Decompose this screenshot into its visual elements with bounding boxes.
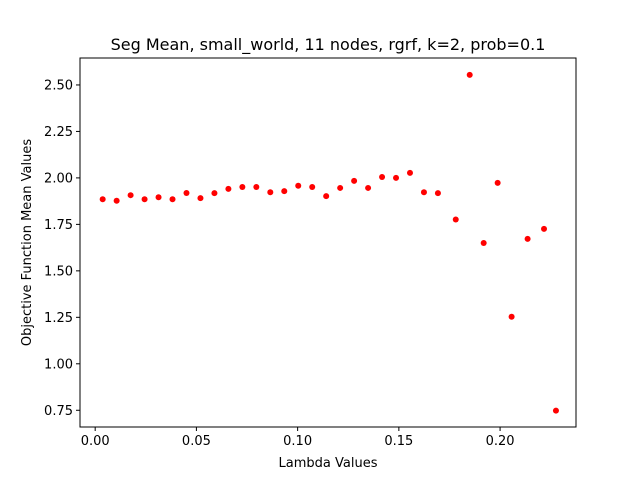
x-tick-label: 0.20 — [486, 434, 515, 449]
y-tick-label: 1.00 — [44, 357, 73, 372]
plot-area-frame — [79, 57, 577, 428]
x-tick-label: 0.05 — [182, 434, 211, 449]
x-tick-label: 0.15 — [384, 434, 413, 449]
data-point — [420, 189, 427, 196]
data-point — [466, 71, 473, 78]
chart-title: Seg Mean, small_world, 11 nodes, rgrf, k… — [111, 35, 546, 55]
data-point — [197, 195, 204, 202]
data-point — [323, 193, 330, 200]
data-point — [127, 192, 134, 199]
data-point — [183, 189, 190, 196]
data-point — [351, 177, 358, 184]
data-point — [211, 190, 218, 197]
data-point — [253, 184, 260, 191]
data-point — [552, 407, 559, 414]
y-axis-label: Objective Function Mean Values — [20, 139, 35, 346]
y-tick-label: 2.00 — [44, 171, 73, 186]
y-tick-label: 1.25 — [44, 311, 73, 326]
data-point — [365, 184, 372, 191]
y-tick-label: 0.75 — [44, 404, 73, 419]
y-tick-label: 2.25 — [44, 125, 73, 140]
y-tick-label: 1.50 — [44, 264, 73, 279]
y-tick-label: 1.75 — [44, 218, 73, 233]
data-point — [99, 196, 106, 203]
data-point — [169, 196, 176, 203]
data-point — [113, 197, 120, 204]
y-tick-label: 2.50 — [44, 78, 73, 93]
data-point — [141, 196, 148, 203]
data-point — [309, 184, 316, 191]
data-point — [406, 169, 413, 176]
data-point — [267, 189, 274, 196]
data-point — [452, 216, 459, 223]
data-point — [434, 190, 441, 197]
data-point — [524, 235, 531, 242]
data-point — [337, 184, 344, 191]
x-axis-label: Lambda Values — [279, 456, 378, 471]
x-tick-label: 0.00 — [81, 434, 110, 449]
x-tick-label: 0.10 — [283, 434, 312, 449]
data-point — [508, 313, 515, 320]
data-point — [281, 188, 288, 195]
data-point — [225, 185, 232, 192]
data-point — [379, 173, 386, 180]
data-point — [239, 184, 246, 191]
data-point — [541, 225, 548, 232]
data-point — [494, 179, 501, 186]
data-point — [480, 239, 487, 246]
data-point — [155, 194, 162, 201]
data-point — [393, 174, 400, 181]
data-point — [295, 182, 302, 189]
